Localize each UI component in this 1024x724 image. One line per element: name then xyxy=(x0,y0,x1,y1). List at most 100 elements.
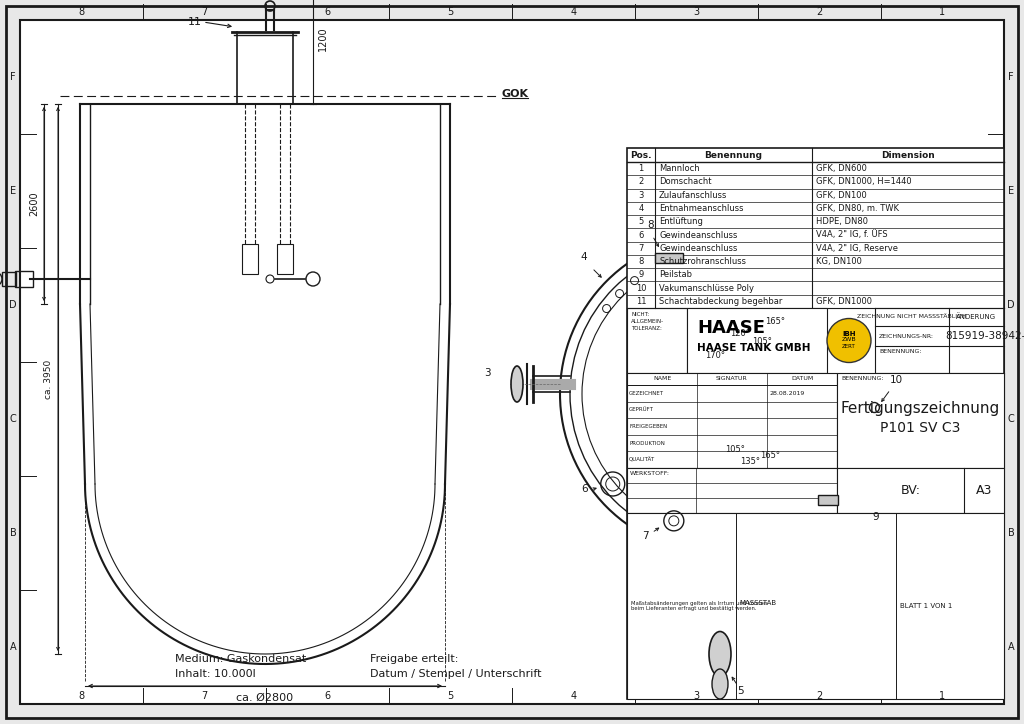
Text: SIGNATUR: SIGNATUR xyxy=(716,376,748,382)
Text: PRODUKTION: PRODUKTION xyxy=(629,441,665,445)
Text: ÄNDERUNG: ÄNDERUNG xyxy=(956,313,996,321)
Text: Vakumanschlüsse Poly: Vakumanschlüsse Poly xyxy=(659,284,754,292)
Text: 6: 6 xyxy=(582,484,588,494)
Text: KG, DN100: KG, DN100 xyxy=(816,257,862,266)
Text: 8: 8 xyxy=(79,7,85,17)
Text: HDPE, DN80: HDPE, DN80 xyxy=(816,217,868,226)
Text: Zulaufanschluss: Zulaufanschluss xyxy=(659,190,727,200)
Text: 120°: 120° xyxy=(730,329,750,339)
Bar xyxy=(627,308,687,373)
Text: 7: 7 xyxy=(642,531,649,541)
Text: ZERT: ZERT xyxy=(842,344,856,349)
Text: 3: 3 xyxy=(693,7,699,17)
Text: GFK, DN80, m. TWK: GFK, DN80, m. TWK xyxy=(816,204,899,213)
Ellipse shape xyxy=(709,631,731,676)
Text: 4: 4 xyxy=(581,252,587,262)
Text: 165°: 165° xyxy=(760,452,780,460)
Text: 10: 10 xyxy=(636,284,646,292)
Text: 2: 2 xyxy=(816,691,822,701)
Text: 6: 6 xyxy=(325,7,331,17)
Text: Inhalt: 10.000l: Inhalt: 10.000l xyxy=(175,669,256,679)
Text: V4A, 2" IG, f. ÜFS: V4A, 2" IG, f. ÜFS xyxy=(816,230,888,240)
Ellipse shape xyxy=(712,669,728,699)
Text: 4: 4 xyxy=(570,691,577,701)
Text: 1: 1 xyxy=(939,691,945,701)
Circle shape xyxy=(827,319,871,363)
Bar xyxy=(687,308,827,373)
Text: 5: 5 xyxy=(447,7,454,17)
Bar xyxy=(837,468,1004,513)
Text: 170°: 170° xyxy=(705,351,725,361)
Text: ZEICHNUNG NICHT MASSSTÄBLICH: ZEICHNUNG NICHT MASSSTÄBLICH xyxy=(857,314,967,319)
Text: IBH: IBH xyxy=(843,330,856,337)
Text: GEPRÜFT: GEPRÜFT xyxy=(629,408,654,413)
Text: GFK, DN100: GFK, DN100 xyxy=(816,190,866,200)
Text: 5: 5 xyxy=(638,217,644,226)
Text: 165°: 165° xyxy=(765,318,785,327)
Text: 4: 4 xyxy=(638,204,644,213)
Text: 135°: 135° xyxy=(740,458,760,466)
Text: HAASE: HAASE xyxy=(697,319,765,337)
Bar xyxy=(2,272,16,286)
Text: D: D xyxy=(9,300,16,310)
Text: 3: 3 xyxy=(693,691,699,701)
Bar xyxy=(627,148,1004,699)
Text: 5: 5 xyxy=(447,691,454,701)
Ellipse shape xyxy=(511,366,523,402)
Text: A3: A3 xyxy=(976,484,992,497)
Text: Fertigungszeichnung: Fertigungszeichnung xyxy=(841,401,1000,416)
Text: 3: 3 xyxy=(638,190,644,200)
Text: QUALITÄT: QUALITÄT xyxy=(629,457,655,463)
Text: 105°: 105° xyxy=(752,337,772,347)
Text: HAASE TANK GMBH: HAASE TANK GMBH xyxy=(697,343,811,353)
Text: WERKSTOFF:: WERKSTOFF: xyxy=(630,471,670,476)
Text: E: E xyxy=(10,186,16,196)
Bar xyxy=(242,244,258,274)
Text: 3: 3 xyxy=(483,368,490,378)
Text: F: F xyxy=(10,72,15,82)
Text: 7: 7 xyxy=(202,7,208,17)
Text: GFK, DN1000: GFK, DN1000 xyxy=(816,297,872,306)
Text: ZEICHNUNGS-NR:: ZEICHNUNGS-NR: xyxy=(879,334,934,339)
Text: B: B xyxy=(1008,528,1015,538)
Text: GEZEICHNET: GEZEICHNET xyxy=(629,391,664,396)
Text: GFK, DN600: GFK, DN600 xyxy=(816,164,867,173)
Text: P101 SV C3: P101 SV C3 xyxy=(881,421,961,436)
Text: 2: 2 xyxy=(638,177,644,186)
Text: ca. 3950: ca. 3950 xyxy=(44,359,53,399)
Text: NICHT:: NICHT: xyxy=(631,312,649,317)
Text: Entnahmeanschluss: Entnahmeanschluss xyxy=(659,204,743,213)
Text: 6: 6 xyxy=(325,691,331,701)
Text: E: E xyxy=(1008,186,1014,196)
Text: C: C xyxy=(1008,414,1015,424)
Text: V4A, 2" IG, Reserve: V4A, 2" IG, Reserve xyxy=(816,244,898,253)
Text: 2: 2 xyxy=(816,7,822,17)
Text: 9: 9 xyxy=(638,270,644,279)
Text: A: A xyxy=(9,642,16,652)
Text: 8: 8 xyxy=(647,220,653,230)
Text: 6: 6 xyxy=(638,230,644,240)
Text: BLATT 1 VON 1: BLATT 1 VON 1 xyxy=(899,603,952,609)
Text: Freigabe erteilt:: Freigabe erteilt: xyxy=(370,654,459,664)
Text: BV:: BV: xyxy=(900,484,921,497)
Text: MASSSTAB: MASSSTAB xyxy=(739,600,776,606)
Text: Dimension: Dimension xyxy=(881,151,935,159)
Text: Pos.: Pos. xyxy=(630,151,651,159)
Bar xyxy=(837,373,1004,468)
Text: 5: 5 xyxy=(736,686,743,696)
Text: Datum / Stempel / Unterschrift: Datum / Stempel / Unterschrift xyxy=(370,669,542,679)
Text: NAME: NAME xyxy=(653,376,671,382)
Text: C: C xyxy=(9,414,16,424)
Bar xyxy=(627,373,837,468)
Text: Peilstab: Peilstab xyxy=(659,270,692,279)
Text: B: B xyxy=(9,528,16,538)
Text: 7: 7 xyxy=(638,244,644,253)
Text: DATUM: DATUM xyxy=(791,376,813,382)
Text: Maßstabsänderungen gelten als Irrtum und können
beim Lieferanten erfragt und bes: Maßstabsänderungen gelten als Irrtum und… xyxy=(631,601,767,611)
Text: Entlüftung: Entlüftung xyxy=(659,217,702,226)
Text: Mannloch: Mannloch xyxy=(659,164,699,173)
Text: BENENNUNG:: BENENNUNG: xyxy=(879,349,922,354)
Text: 1200: 1200 xyxy=(318,27,328,51)
Bar xyxy=(627,513,1004,699)
Text: Gewindeanschluss: Gewindeanschluss xyxy=(659,244,737,253)
